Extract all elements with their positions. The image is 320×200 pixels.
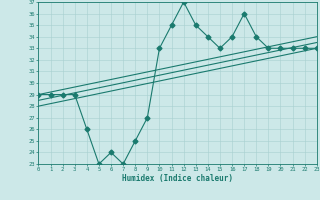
X-axis label: Humidex (Indice chaleur): Humidex (Indice chaleur)	[122, 174, 233, 183]
